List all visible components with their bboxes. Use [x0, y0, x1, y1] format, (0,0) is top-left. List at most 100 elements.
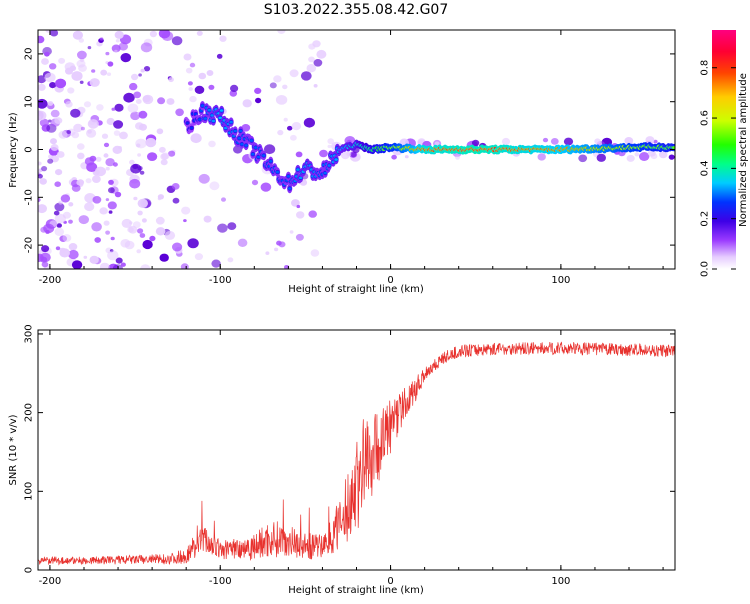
noise-blob: [255, 97, 262, 104]
noise-blob: [161, 152, 170, 160]
noise-blob: [41, 58, 49, 65]
snr-x-tick-label: 100: [551, 576, 570, 587]
colorbar-tick-label: 0.2: [699, 211, 710, 227]
noise-blob: [68, 243, 78, 251]
ridge-core: [296, 168, 300, 171]
noise-blob: [58, 130, 68, 139]
spectrogram-y-tick-label: -20: [24, 237, 35, 253]
noise-blob: [77, 50, 87, 60]
noise-blob: [277, 30, 286, 34]
spectrogram-x-label: Height of straight line (km): [288, 284, 424, 295]
noise-blob: [296, 211, 305, 219]
figure-title: S103.2022.355.08.42.G07: [264, 2, 449, 18]
noise-blob: [77, 143, 85, 150]
noise-blob: [133, 91, 142, 99]
noise-blob: [54, 202, 65, 212]
noise-blob: [65, 101, 73, 108]
spectrogram-x-tick-label: -100: [209, 275, 232, 286]
noise-blob: [155, 216, 165, 225]
noise-blob: [300, 71, 312, 81]
noise-blob: [171, 36, 183, 46]
noise-blob: [78, 215, 90, 225]
noise-blob: [276, 240, 282, 246]
snr-panel: -200 -100 0 100 0 100 200 300 Height of straigh…: [8, 324, 676, 596]
snr-y-tick-label: 300: [24, 324, 35, 343]
ridge-core: [672, 146, 675, 149]
snr-x-tick-label: -200: [39, 576, 62, 587]
spectrogram-x-tick-label: 100: [551, 275, 570, 286]
noise-blob: [114, 30, 124, 39]
noise-blob: [230, 84, 239, 92]
noise-blob: [659, 151, 668, 159]
ridge-core: [218, 116, 222, 120]
noise-blob: [295, 233, 304, 241]
noise-blob: [112, 145, 123, 154]
noise-blob: [91, 69, 96, 73]
noise-blob: [106, 117, 115, 126]
snr-x-label: Height of straight line (km): [288, 585, 424, 596]
noise-blob: [121, 218, 132, 228]
noise-blob: [92, 175, 101, 184]
noise-blob: [59, 248, 70, 258]
noise-blob: [542, 137, 549, 143]
noise-blob: [594, 138, 601, 144]
spectrogram-y-label: Frequency (Hz): [8, 112, 19, 188]
noise-blob: [139, 233, 146, 238]
ridge-core: [268, 160, 273, 163]
noise-blob: [221, 197, 226, 202]
noise-blob: [187, 238, 199, 249]
noise-blob: [260, 182, 272, 192]
noise-blob: [166, 98, 175, 105]
noise-blob: [183, 53, 192, 61]
noise-blob: [149, 235, 156, 242]
ridge-core: [237, 137, 242, 140]
noise-blob: [85, 178, 92, 184]
noise-blob: [44, 51, 50, 57]
noise-blob: [38, 161, 42, 166]
noise-blob: [141, 218, 147, 223]
noise-blob: [273, 75, 282, 83]
noise-blob: [54, 117, 63, 124]
ridge-core: [211, 119, 216, 123]
noise-blob: [50, 138, 57, 145]
noise-blob: [303, 117, 315, 128]
noise-blob: [38, 110, 47, 121]
noise-blob: [156, 128, 164, 135]
noise-blob: [84, 202, 95, 212]
noise-blob: [198, 72, 207, 80]
noise-blob: [275, 95, 288, 105]
noise-blob: [216, 53, 223, 59]
noise-blob: [175, 108, 184, 117]
noise-blob: [99, 207, 108, 215]
noise-blob: [639, 152, 650, 161]
noise-blob: [194, 85, 205, 94]
noise-blob: [274, 247, 279, 252]
noise-blob: [129, 82, 138, 91]
noise-blob: [164, 230, 176, 240]
noise-blob: [251, 179, 259, 186]
noise-blob: [308, 210, 318, 218]
noise-blob: [53, 210, 60, 216]
noise-blob: [110, 236, 115, 241]
noise-blob: [137, 198, 148, 208]
noise-blob: [67, 87, 75, 94]
noise-blob: [108, 187, 115, 194]
noise-blob: [38, 174, 43, 179]
ridge-core: [207, 108, 212, 112]
noise-blob: [107, 61, 114, 67]
noise-blob: [107, 201, 117, 210]
colorbar-gradient: [712, 30, 736, 269]
noise-blob: [203, 215, 212, 223]
snr-axes: -200 -100 0 100 0 100 200 300: [24, 324, 675, 587]
noise-blob: [68, 202, 74, 207]
noise-blob: [107, 250, 119, 261]
colorbar: 0.0 0.2 0.4 0.6 0.8 Normalized spectral ampl…: [699, 30, 749, 277]
noise-blob: [578, 154, 588, 163]
noise-blob: [41, 245, 50, 253]
ridge-core: [244, 144, 248, 147]
noise-blob: [208, 140, 216, 148]
noise-blob: [118, 42, 128, 51]
noise-blob: [264, 144, 276, 155]
noise-blob: [38, 35, 45, 44]
snr-x-tick-label: -100: [209, 576, 232, 587]
